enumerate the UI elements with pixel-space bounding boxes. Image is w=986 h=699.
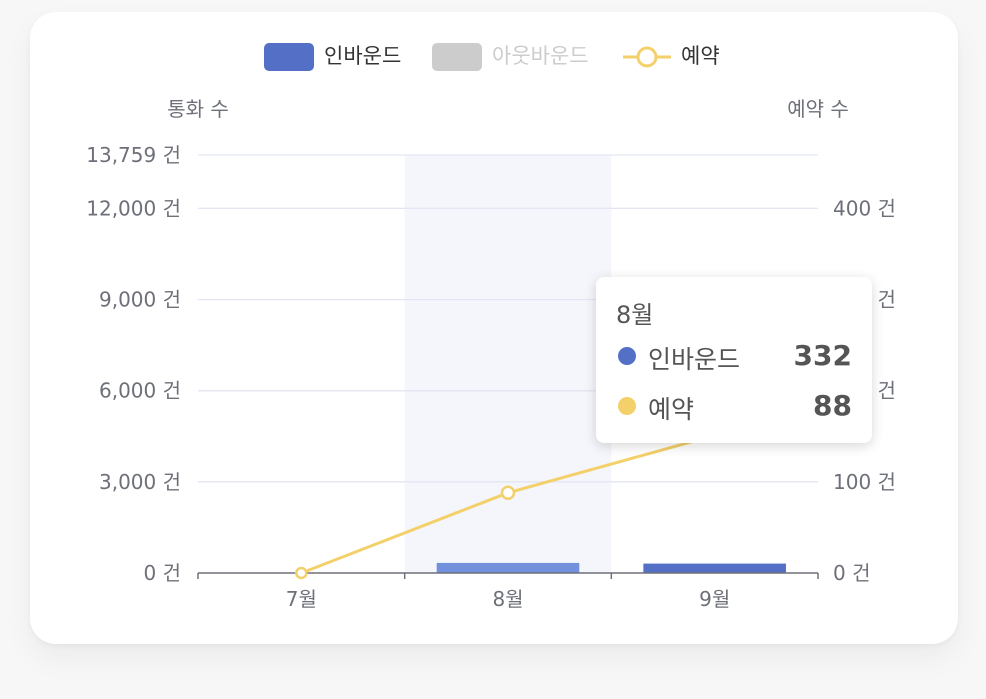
y-right-axis-title: 예약 수 — [787, 97, 849, 121]
tooltip-reservation-name: 예약 — [648, 395, 695, 424]
legend-inbound-swatch — [264, 43, 314, 71]
y-left-tick-label: 13,759 건 — [86, 143, 181, 167]
legend-inbound-label: 인바운드 — [324, 44, 401, 68]
legend-reservation-label: 예약 — [681, 44, 720, 68]
y-right-tick-label: 100 건 — [833, 470, 896, 494]
tooltip-row-reservation: 예약 88 — [616, 389, 852, 424]
tooltip-inbound-name: 인바운드 — [648, 345, 741, 374]
x-tick-label: 9월 — [699, 587, 730, 611]
legend-outbound-label: 아웃바운드 — [492, 44, 589, 68]
x-tick-label: 7월 — [286, 587, 317, 611]
y-right-tick-label: 0 건 — [833, 561, 870, 585]
legend-reservation-marker — [636, 46, 658, 68]
bar-8월 — [436, 562, 580, 573]
tooltip-title: 8월 — [616, 301, 654, 329]
y-left-tick-label: 9,000 건 — [99, 288, 181, 312]
tooltip-inbound-value: 332 — [793, 339, 852, 372]
tooltip: 8월 인바운드 332 예약 88 — [596, 277, 872, 443]
y-left-tick-label: 6,000 건 — [99, 379, 181, 403]
y-left-axis-title: 통화 수 — [167, 97, 229, 121]
tooltip-row-inbound: 인바운드 332 — [616, 339, 852, 374]
legend-outbound-swatch — [432, 43, 482, 71]
tooltip-reservation-marker — [618, 397, 636, 415]
y-left-tick-label: 0 건 — [144, 561, 181, 585]
tooltip-reservation-value: 88 — [813, 389, 852, 422]
y-right-tick-label: 400 건 — [833, 196, 896, 220]
y-left-tick-label: 3,000 건 — [99, 470, 181, 494]
bar-9월 — [643, 563, 786, 573]
hover-shade — [404, 155, 612, 573]
reservation-point-7월 — [295, 566, 308, 580]
x-tick-label: 8월 — [492, 587, 523, 611]
tooltip-inbound-marker — [618, 347, 636, 365]
y-left-tick-label: 12,000 건 — [86, 196, 181, 220]
reservation-point-8월 — [500, 485, 516, 501]
